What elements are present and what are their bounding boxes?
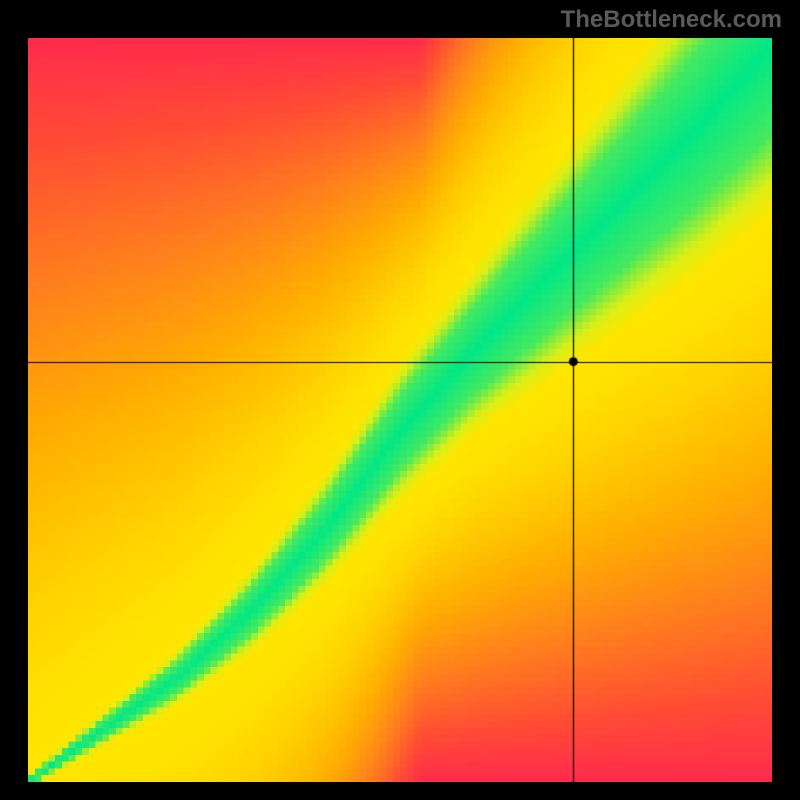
watermark-label: TheBottleneck.com <box>561 6 782 34</box>
bottleneck-heatmap <box>28 38 772 782</box>
chart-container: TheBottleneck.com <box>0 0 800 800</box>
